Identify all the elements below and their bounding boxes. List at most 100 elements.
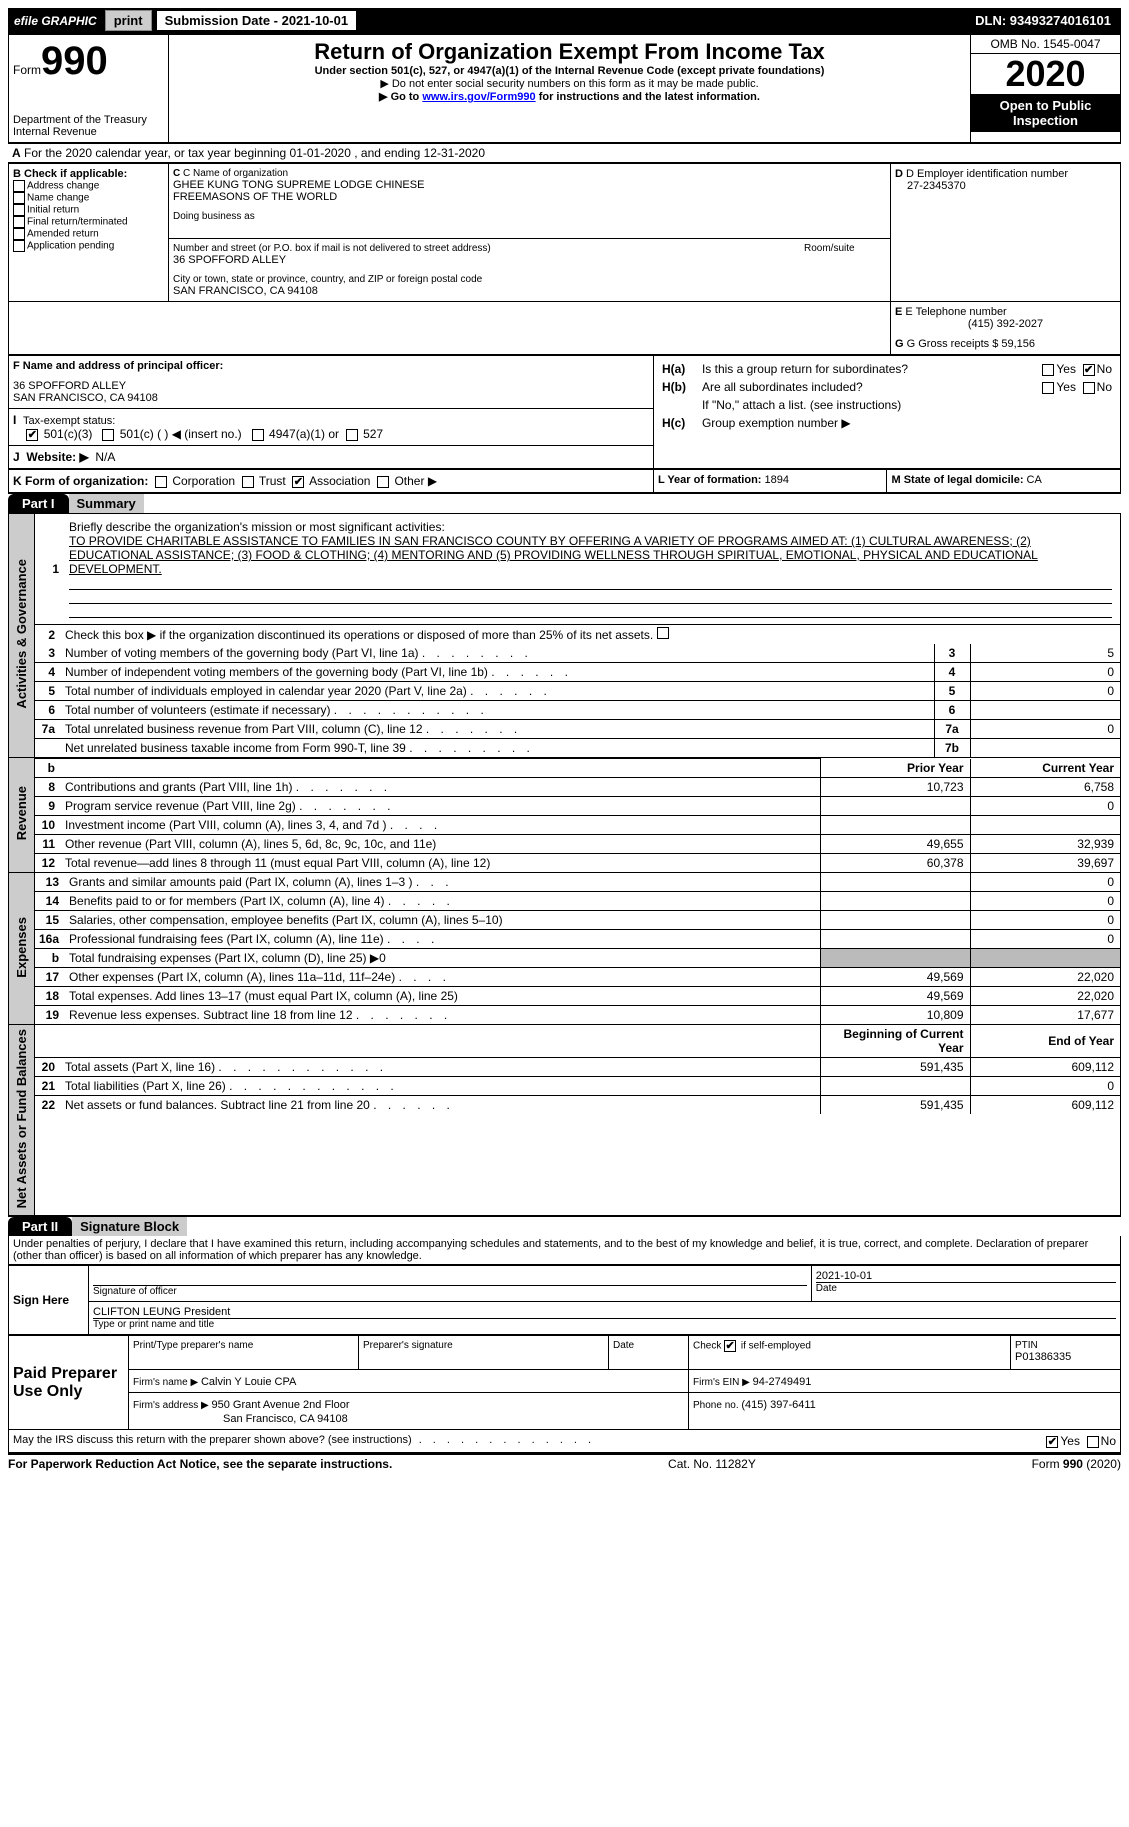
open-inspection: Open to Public Inspection — [971, 94, 1120, 132]
website-val: N/A — [95, 450, 115, 464]
lbl-dba: Doing business as — [173, 211, 886, 222]
l16a-prior — [820, 930, 970, 949]
opt-pending: Application pending — [27, 241, 114, 252]
side-activities: Activities & Governance — [14, 559, 29, 709]
l22-beg: 591,435 — [820, 1096, 970, 1115]
g-val: 59,156 — [1001, 338, 1035, 350]
sig-name-title-label: Type or print name and title — [93, 1319, 1116, 1330]
domicile-val: CA — [1027, 474, 1042, 486]
l18-prior: 49,569 — [820, 987, 970, 1006]
l20-text: Total assets (Part X, line 16) — [65, 1060, 215, 1074]
cb-hb-yes[interactable] — [1042, 382, 1054, 394]
g-label: G Gross receipts $ — [907, 338, 1002, 350]
side-netassets: Net Assets or Fund Balances — [14, 1029, 29, 1208]
cb-assoc[interactable]: ✔ — [292, 476, 304, 488]
form-org-label: K Form of organization: — [13, 474, 148, 488]
cb-l2[interactable] — [657, 627, 669, 639]
opt-other: Other ▶ — [394, 474, 437, 488]
omb-number: OMB No. 1545-0047 — [971, 35, 1120, 54]
sign-here-block: Sign Here Signature of officer 2021-10-0… — [8, 1265, 1121, 1335]
l5-val: 0 — [970, 682, 1120, 701]
info-block: B Check if applicable: Address change Na… — [8, 163, 1121, 355]
lbl-no-1: No — [1097, 362, 1112, 376]
hdr-curr: Current Year — [970, 759, 1120, 778]
box-b-title: B Check if applicable: — [13, 168, 164, 180]
firm-ein: 94-2749491 — [753, 1376, 812, 1388]
print-button[interactable]: print — [105, 10, 152, 31]
lbl-org-name: C C Name of organization — [173, 168, 886, 179]
officer-addr2: SAN FRANCISCO, CA 94108 — [13, 392, 649, 404]
sig-officer-label: Signature of officer — [93, 1286, 807, 1297]
hdr-end: End of Year — [970, 1025, 1120, 1058]
opt-final: Final return/terminated — [27, 217, 128, 228]
l21-text: Total liabilities (Part X, line 26) — [65, 1079, 226, 1093]
lbl-room: Room/suite — [804, 243, 886, 254]
cb-initial[interactable] — [13, 204, 25, 216]
hb-text: Are all subordinates included? — [702, 380, 863, 394]
cb-final[interactable] — [13, 216, 25, 228]
l17-curr: 22,020 — [970, 968, 1120, 987]
dept-treasury: Department of the Treasury — [13, 114, 164, 126]
l11-text: Other revenue (Part VIII, column (A), li… — [65, 837, 436, 851]
subtitle: Under section 501(c), 527, or 4947(a)(1)… — [173, 65, 966, 77]
form-990: 990 — [41, 39, 108, 83]
cb-address-change[interactable] — [13, 180, 25, 192]
hdr-beg: Beginning of Current Year — [820, 1025, 970, 1058]
lbl-yes-2: Yes — [1056, 380, 1076, 394]
label-j: J — [13, 450, 20, 464]
form990-link[interactable]: www.irs.gov/Form990 — [422, 91, 535, 103]
officer-addr1: 36 SPOFFORD ALLEY — [13, 380, 649, 392]
box-f-label: F Name and address of principal officer: — [13, 360, 649, 372]
cb-ha-yes[interactable] — [1042, 364, 1054, 376]
l15-text: Salaries, other compensation, employee b… — [69, 913, 503, 927]
l2-text: Check this box ▶ if the organization dis… — [65, 628, 653, 642]
label-hb: H(b) — [662, 380, 686, 394]
part1-header: Part ISummary — [8, 493, 1121, 513]
cb-trust[interactable] — [242, 476, 254, 488]
website-label: Website: ▶ — [26, 450, 88, 464]
lbl-phone: E E Telephone number — [895, 306, 1116, 318]
l22-end: 609,112 — [970, 1096, 1120, 1115]
page-title: Return of Organization Exempt From Incom… — [173, 39, 966, 65]
paid-preparer-label: Paid Preparer Use Only — [13, 1365, 117, 1400]
hdr-prior: Prior Year — [820, 759, 970, 778]
c-label: C Name of organization — [183, 168, 288, 179]
cb-pending[interactable] — [13, 240, 25, 252]
opt-trust: Trust — [259, 474, 286, 488]
footer-mid: Cat. No. 11282Y — [668, 1457, 756, 1471]
cb-other[interactable] — [377, 476, 389, 488]
cb-amended[interactable] — [13, 228, 25, 240]
cb-discuss-no[interactable] — [1087, 1436, 1099, 1448]
side-revenue: Revenue — [14, 786, 29, 840]
l8-prior: 10,723 — [820, 778, 970, 797]
label-a: A — [12, 146, 21, 160]
cb-corp[interactable] — [155, 476, 167, 488]
firm-phone: (415) 397-6411 — [741, 1399, 815, 1411]
cb-name-change[interactable] — [13, 192, 25, 204]
l12-text: Total revenue—add lines 8 through 11 (mu… — [65, 856, 490, 870]
cb-ha-no[interactable]: ✔ — [1083, 364, 1095, 376]
part2-num: Part II — [8, 1217, 72, 1236]
opt-corp: Corporation — [172, 474, 235, 488]
l12-prior: 60,378 — [820, 854, 970, 873]
l3-text: Number of voting members of the governin… — [65, 646, 419, 660]
cb-501c3[interactable]: ✔ — [26, 429, 38, 441]
l16b-text: Total fundraising expenses (Part IX, col… — [69, 951, 379, 965]
l1-label: Briefly describe the organization's miss… — [69, 520, 445, 534]
prep-name-label: Print/Type preparer's name — [133, 1340, 354, 1351]
cb-527[interactable] — [346, 429, 358, 441]
cb-hb-no[interactable] — [1083, 382, 1095, 394]
cb-4947[interactable] — [252, 429, 264, 441]
l18-text: Total expenses. Add lines 13–17 (must eq… — [69, 989, 458, 1003]
lbl-yes-3: Yes — [1060, 1434, 1080, 1448]
street-addr: 36 SPOFFORD ALLEY — [173, 254, 796, 266]
top-bar: efile GRAPHIC print Submission Date - 20… — [8, 8, 1121, 33]
l16b-val: 0 — [379, 951, 386, 965]
phone-val: (415) 392-2027 — [895, 318, 1116, 330]
cb-501c[interactable] — [102, 429, 114, 441]
cb-discuss-yes[interactable]: ✔ — [1046, 1436, 1058, 1448]
l14-curr: 0 — [970, 892, 1120, 911]
l11-curr: 32,939 — [970, 835, 1120, 854]
footer-right: Form 990 (2020) — [1032, 1457, 1121, 1471]
cb-self-employed[interactable]: ✔ — [724, 1340, 736, 1352]
